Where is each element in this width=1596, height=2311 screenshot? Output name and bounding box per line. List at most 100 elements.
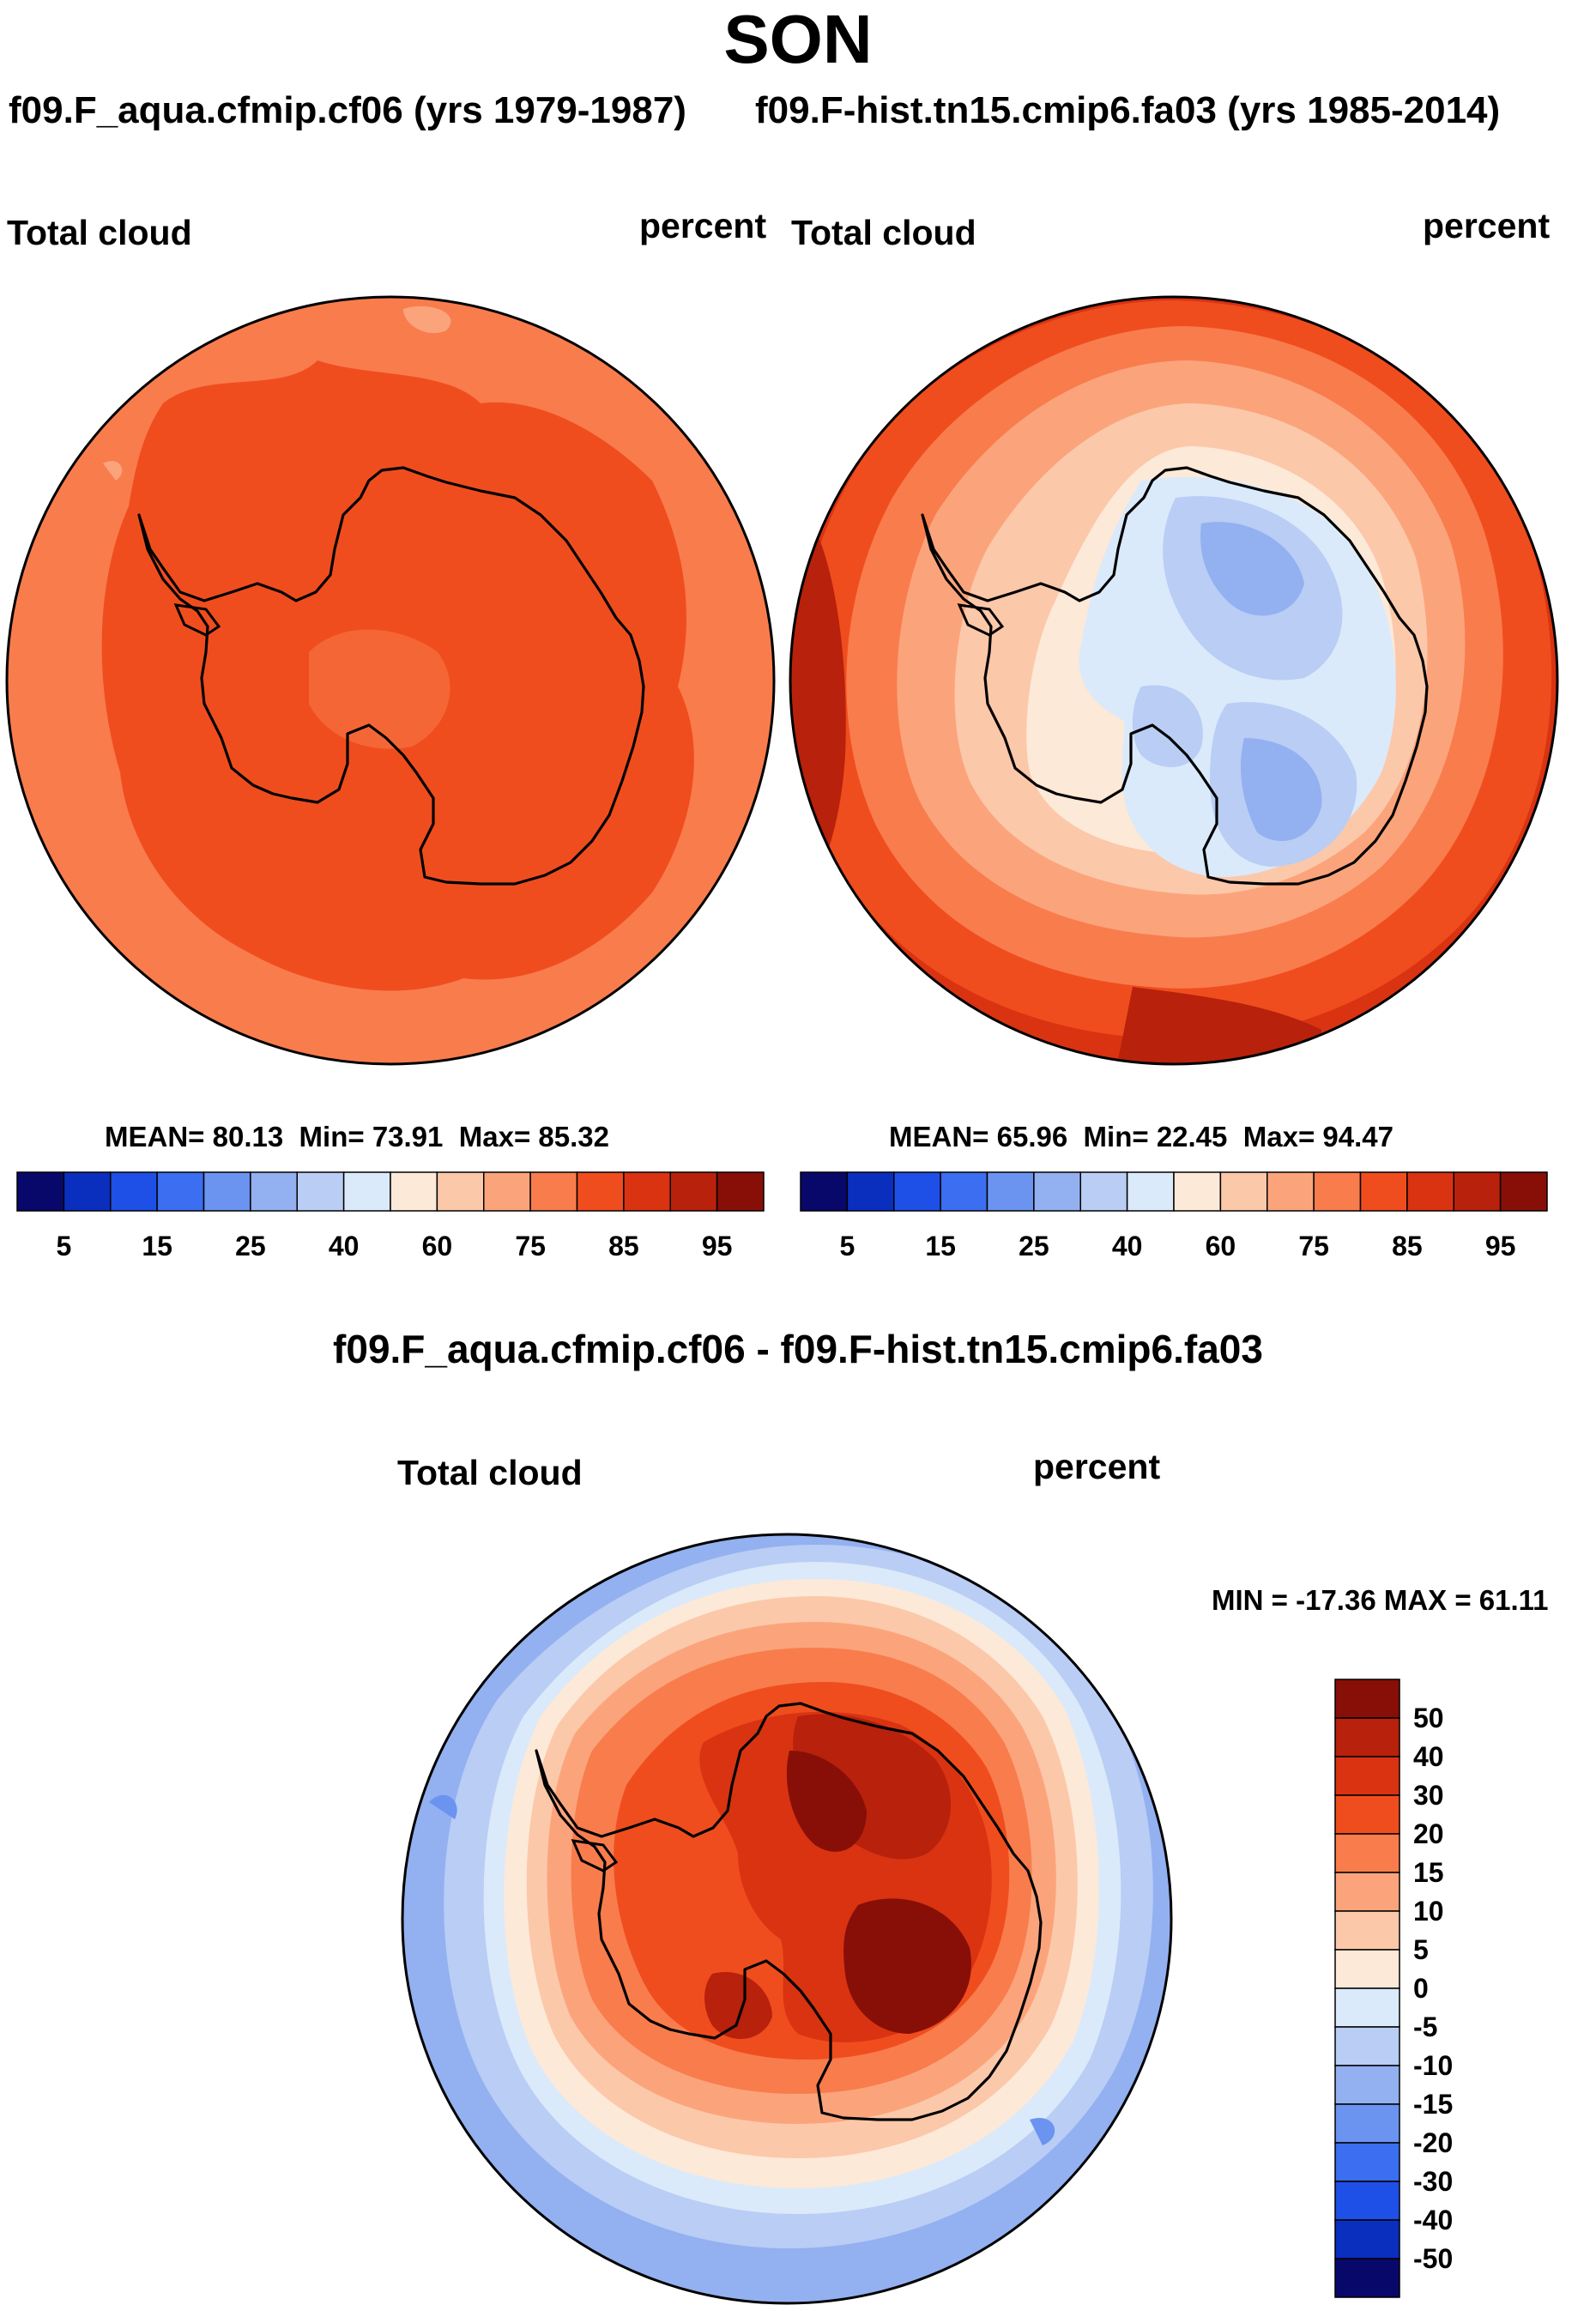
panel1-case-title: f09.F_aqua.cfmip.cf06 (yrs 1979-1987) bbox=[9, 89, 686, 131]
panel2-colorbar-box bbox=[1173, 1171, 1222, 1212]
panel1-antarctica-coastline bbox=[137, 466, 645, 886]
panel2-min-label: Min= bbox=[1083, 1121, 1149, 1152]
panel2-colorbar-box bbox=[1453, 1171, 1502, 1212]
panel2-colorbar-box bbox=[1126, 1171, 1175, 1212]
panel2-colorbar-box bbox=[846, 1171, 895, 1212]
panel1-mean: 80.13 bbox=[212, 1121, 284, 1152]
panel2-colorbar-tick: 85 bbox=[1392, 1231, 1423, 1261]
panel1-colorbar-tick: 25 bbox=[235, 1231, 266, 1261]
diff-colorbar-tick: -40 bbox=[1413, 2205, 1453, 2235]
panel1-max-label: Max= bbox=[458, 1121, 531, 1152]
panel1-map-border bbox=[5, 295, 776, 1066]
panel2-stats: MEAN= 65.96 Min= 22.45 Max= 94.47 bbox=[889, 1121, 1393, 1153]
panel1-mean-label: MEAN= bbox=[105, 1121, 205, 1152]
diff-colorbar-tick: -20 bbox=[1413, 2127, 1453, 2158]
panel2-max: 94.47 bbox=[1322, 1121, 1393, 1152]
diff-colorbar-box bbox=[1334, 1949, 1400, 1989]
panel2-colorbar-box bbox=[1267, 1171, 1315, 1212]
panel1-colorbar-box bbox=[669, 1171, 718, 1212]
diff-map bbox=[402, 1534, 1171, 2303]
panel2-colorbar-tick: 25 bbox=[1019, 1231, 1049, 1261]
diff-colorbar-box bbox=[1334, 1717, 1400, 1757]
panel2-min: 22.45 bbox=[1156, 1121, 1228, 1152]
panel1-colorbar: 5 15 25 40 60 75 85 95 bbox=[16, 1171, 765, 1261]
panel2-colorbar-tick: 95 bbox=[1485, 1231, 1516, 1261]
diff-antarctica-coastline bbox=[535, 1702, 1043, 2121]
panel2-colorbar-box bbox=[1219, 1171, 1268, 1212]
panel1-colorbar-box bbox=[296, 1171, 345, 1212]
diff-units-label: percent bbox=[1033, 1447, 1161, 1486]
diff-minmax: MIN = -17.36 MAX = 61.11 bbox=[1212, 1584, 1549, 1616]
panel2-mean: 65.96 bbox=[996, 1121, 1068, 1152]
panel1-units-label: percent bbox=[639, 206, 767, 245]
diff-colorbar-tick: -5 bbox=[1413, 2012, 1437, 2042]
panel2-case-title: f09.F-hist.tn15.cmip6.fa03 (yrs 1985-201… bbox=[755, 89, 1501, 131]
panel2-colorbar-tick: 60 bbox=[1206, 1231, 1236, 1261]
diff-colorbar-tick: -50 bbox=[1413, 2243, 1453, 2274]
panel1-colorbar-tick: 60 bbox=[422, 1231, 453, 1261]
diff-colorbar-tick: 5 bbox=[1413, 1934, 1429, 1965]
diff-colorbar-tick: 40 bbox=[1413, 1741, 1444, 1772]
page-title: SON bbox=[723, 1, 873, 77]
panel1-colorbar-box bbox=[342, 1171, 391, 1212]
panel2-colorbar-tick: 75 bbox=[1298, 1231, 1329, 1261]
panel2-colorbar-box bbox=[1033, 1171, 1081, 1212]
diff-colorbar-tick: 10 bbox=[1413, 1896, 1444, 1927]
panel2-colorbar: 5 15 25 40 60 75 85 95 bbox=[800, 1171, 1548, 1261]
panel2-colorbar-box bbox=[893, 1171, 941, 1212]
panel1-colorbar-box bbox=[483, 1171, 531, 1212]
diff-colorbar-box bbox=[1334, 1872, 1400, 1912]
panel1-min-label: Min= bbox=[299, 1121, 365, 1152]
panel1-colorbar-tick: 95 bbox=[702, 1231, 733, 1261]
panel1-colorbar-tick: 85 bbox=[608, 1231, 639, 1261]
diff-colorbar-box bbox=[1334, 2219, 1400, 2260]
diff-colorbar-tick: 15 bbox=[1413, 1857, 1444, 1888]
panel1-colorbar-box bbox=[529, 1171, 578, 1212]
diff-colorbar-box bbox=[1334, 1987, 1400, 2028]
panel1-colorbar-box bbox=[623, 1171, 671, 1212]
diff-colorbar-box bbox=[1334, 1794, 1400, 1835]
panel1-colorbar-box bbox=[16, 1171, 65, 1212]
panel1-colorbar-box bbox=[576, 1171, 625, 1212]
diff-colorbar-box bbox=[1334, 2258, 1400, 2298]
panel2-colorbar-box bbox=[1079, 1171, 1128, 1212]
panel1-colorbar-tick: 40 bbox=[329, 1231, 360, 1261]
panel2-colorbar-box bbox=[1313, 1171, 1362, 1212]
panel2-colorbar-tick: 40 bbox=[1112, 1231, 1143, 1261]
diff-colorbar-tick: -10 bbox=[1413, 2050, 1453, 2081]
diff-colorbar-box bbox=[1334, 1833, 1400, 1873]
panel2-max-label: Max= bbox=[1242, 1121, 1315, 1152]
panel2-colorbar-box bbox=[1499, 1171, 1548, 1212]
panel1-max: 85.32 bbox=[538, 1121, 609, 1152]
diff-colorbar-box bbox=[1334, 2181, 1400, 2221]
panel1-min: 73.91 bbox=[372, 1121, 444, 1152]
panel2-variable-label: Total cloud bbox=[791, 213, 976, 252]
diff-colorbar-box bbox=[1334, 2103, 1400, 2144]
diff-colorbar-box bbox=[1334, 1679, 1400, 1719]
panel1-colorbar-box bbox=[250, 1171, 298, 1212]
diff-colorbar-tick: 20 bbox=[1413, 1818, 1444, 1849]
panel2-map-border bbox=[789, 295, 1559, 1066]
diff-colorbar-box bbox=[1334, 2065, 1400, 2105]
panel2-mean-label: MEAN= bbox=[889, 1121, 989, 1152]
panel1-colorbar-tick: 5 bbox=[56, 1231, 71, 1261]
panel1-colorbar-box bbox=[203, 1171, 251, 1212]
panel1-colorbar-box bbox=[436, 1171, 485, 1212]
panel2-colorbar-tick: 5 bbox=[839, 1231, 855, 1261]
diff-title: f09.F_aqua.cfmip.cf06 - f09.F-hist.tn15.… bbox=[333, 1327, 1263, 1371]
panel1-colorbar-box bbox=[110, 1171, 158, 1212]
panel2-colorbar-box bbox=[986, 1171, 1035, 1212]
panel1-colorbar-tick: 75 bbox=[515, 1231, 546, 1261]
diff-colorbar-tick: 30 bbox=[1413, 1780, 1444, 1811]
panel2-units-label: percent bbox=[1423, 206, 1551, 245]
panel2-colorbar-box bbox=[940, 1171, 988, 1212]
panel2-antarctica-coastline bbox=[921, 466, 1429, 886]
panel1-map bbox=[7, 297, 774, 1064]
panel1-colorbar-box bbox=[156, 1171, 205, 1212]
diff-colorbar-tick: -15 bbox=[1413, 2089, 1453, 2120]
panel1-variable-label: Total cloud bbox=[7, 213, 192, 252]
diff-map-border bbox=[401, 1533, 1173, 2305]
panel1-colorbar-box bbox=[716, 1171, 765, 1212]
panel2-colorbar-box bbox=[1406, 1171, 1454, 1212]
